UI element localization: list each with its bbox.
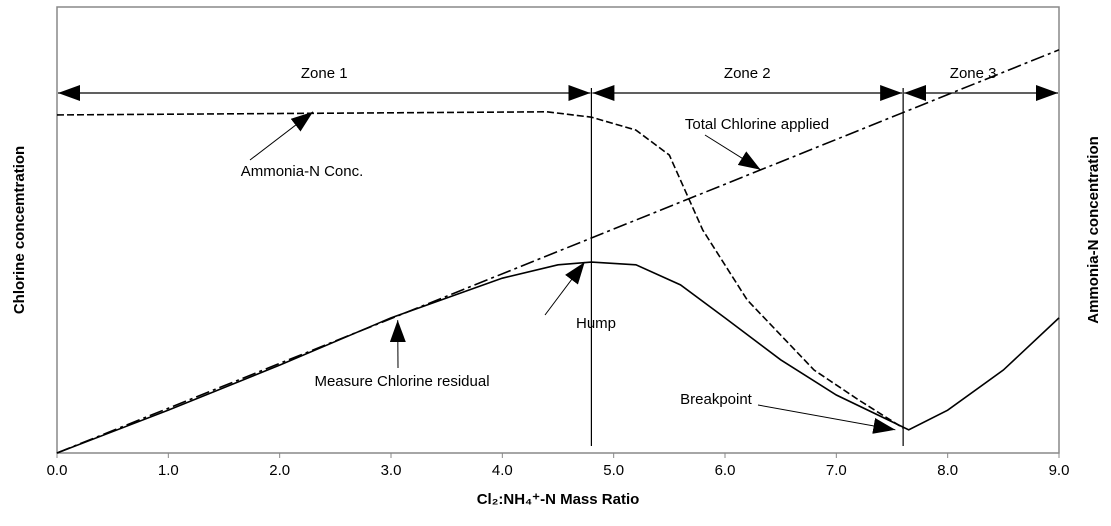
annotation-label: Measure Chlorine residual — [314, 373, 489, 390]
plot-area — [56, 6, 1060, 454]
series-line — [56, 261, 1060, 454]
y-axis-title: Chlorine concemtration — [11, 146, 28, 314]
annotation-arrow — [544, 261, 586, 316]
zone-label: Zone 2 — [724, 65, 771, 82]
annotation-label: Breakpoint — [680, 391, 753, 408]
x-tick-label: 5.0 — [603, 462, 624, 479]
x-tick-label: 9.0 — [1049, 462, 1070, 479]
annotation-arrow — [704, 134, 761, 171]
annotation-label: Hump — [576, 315, 616, 332]
zone-label: Zone 1 — [301, 65, 348, 82]
annotation-arrow — [249, 111, 314, 161]
x-tick-label: 0.0 — [47, 462, 68, 479]
y2-axis-title: Ammonia-N concentration — [1085, 136, 1102, 324]
annotation-label: Ammonia-N Conc. — [241, 163, 364, 180]
zone-label: Zone 3 — [950, 65, 997, 82]
series-line — [56, 49, 1060, 454]
x-tick-label: 6.0 — [715, 462, 736, 479]
annotation-label: Total Chlorine applied — [685, 116, 829, 133]
x-tick-label: 2.0 — [269, 462, 290, 479]
series-line — [56, 111, 904, 429]
x-tick-label: 4.0 — [492, 462, 513, 479]
x-tick-label: 7.0 — [826, 462, 847, 479]
x-tick-label: 3.0 — [381, 462, 402, 479]
annotation-arrow — [757, 404, 896, 434]
x-tick-label: 8.0 — [937, 462, 958, 479]
x-axis-title: Cl₂:NH₄⁺-N Mass Ratio — [477, 491, 640, 508]
x-tick-label: 1.0 — [158, 462, 179, 479]
